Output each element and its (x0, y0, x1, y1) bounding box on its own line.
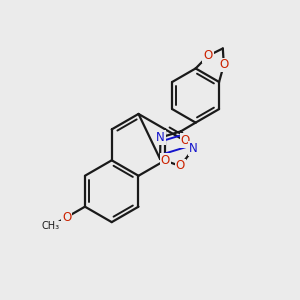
Text: O: O (160, 154, 170, 167)
Text: O: O (62, 211, 71, 224)
Text: N: N (156, 131, 165, 144)
Text: O: O (176, 160, 185, 172)
Text: N: N (189, 142, 198, 155)
Text: O: O (203, 50, 213, 62)
Text: O: O (181, 134, 190, 147)
Text: O: O (219, 58, 228, 71)
Text: CH₃: CH₃ (42, 221, 60, 231)
